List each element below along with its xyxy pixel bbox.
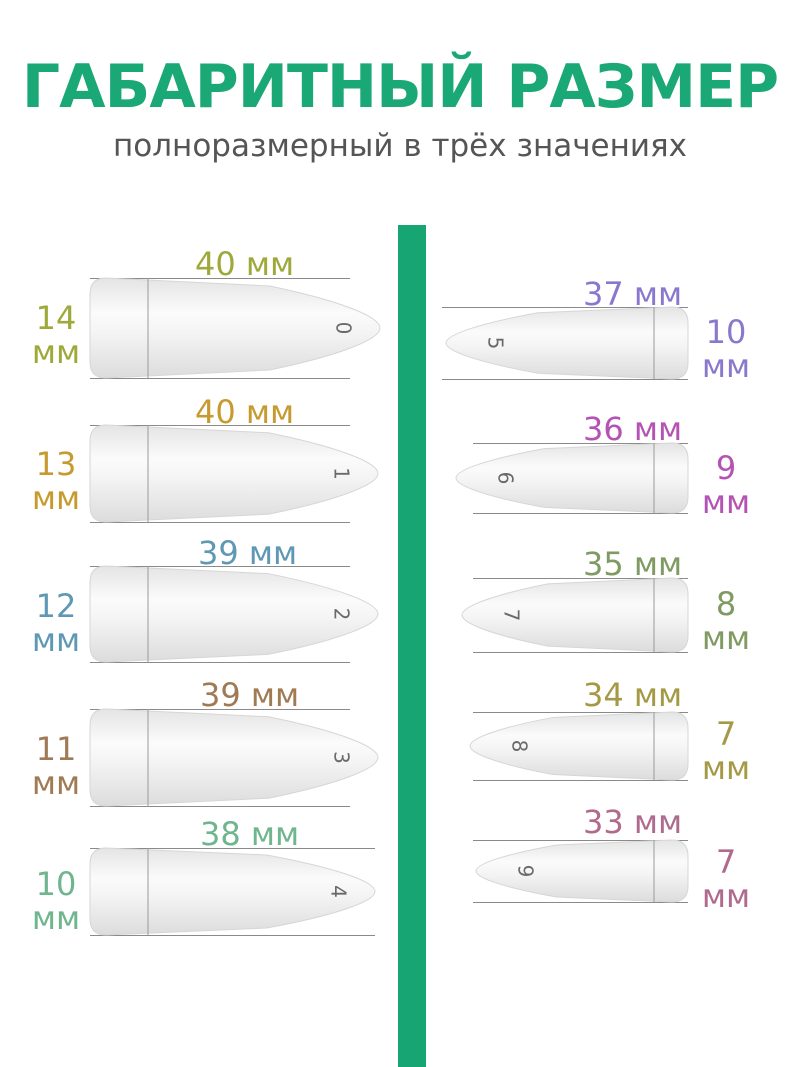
tip-size-number: 8 (508, 740, 532, 753)
tip-width-value: 10 (705, 313, 747, 351)
guide-line (90, 378, 350, 379)
guide-line (90, 425, 350, 426)
tip-width-value: 9 (715, 449, 737, 487)
tip-width-value: 10 (35, 865, 77, 903)
nail-tip-shape: 7 (461, 577, 689, 653)
tip-length-label: 40 мм (195, 393, 295, 431)
tip-length-label: 39 мм (198, 534, 298, 572)
tip-length-label: 35 мм (583, 545, 683, 583)
tip-width-value: 13 (35, 445, 77, 483)
tip-length-label: 38 мм (200, 815, 300, 853)
guide-line (473, 712, 688, 713)
tip-width-unit: мм (31, 333, 81, 371)
tip-length-label: 39 мм (200, 676, 300, 714)
nail-tip-body (469, 711, 689, 781)
page-subtitle: полноразмерный в трёх значениях (113, 128, 687, 164)
tip-width-unit: мм (31, 764, 81, 802)
guide-line (442, 307, 688, 308)
tip-width-label: 14 мм (28, 302, 84, 368)
nail-tip-shape: 0 (89, 277, 381, 379)
tip-length-label: 33 мм (583, 803, 683, 841)
nail-tip-shape: 2 (89, 565, 379, 663)
nail-tip-shape: 5 (445, 306, 689, 380)
nail-tip-shape: 4 (89, 847, 376, 936)
guide-line (90, 662, 350, 663)
tip-size-number: 5 (484, 337, 508, 350)
tip-width-label: 12 мм (28, 590, 84, 656)
tip-size-number: 6 (494, 472, 518, 485)
guide-line (473, 578, 688, 579)
tip-width-label: 8 мм (698, 588, 754, 654)
tip-size-number: 9 (514, 865, 538, 878)
tip-width-unit: мм (31, 621, 81, 659)
column-divider (398, 225, 426, 1067)
tip-width-unit: мм (701, 347, 751, 385)
nail-tip-shape: 9 (475, 839, 689, 903)
nail-tip-body (89, 847, 376, 936)
guide-line (90, 278, 350, 279)
guide-line (442, 379, 688, 380)
guide-line (473, 513, 688, 514)
nail-tip-body (455, 442, 689, 514)
tip-width-unit: мм (31, 899, 81, 937)
tip-size-number: 0 (332, 322, 356, 335)
tip-width-value: 7 (715, 843, 737, 881)
nail-tip-shape: 1 (89, 424, 379, 523)
nail-tip-body (475, 839, 689, 903)
tip-width-value: 12 (35, 587, 77, 625)
tip-width-label: 9 мм (698, 452, 754, 518)
tip-length-label: 34 мм (583, 676, 683, 714)
tip-width-label: 10 мм (698, 316, 754, 382)
tip-length-label: 37 мм (583, 275, 683, 313)
tip-width-label: 10 мм (28, 868, 84, 934)
tip-width-label: 13 мм (28, 448, 84, 514)
tip-width-value: 8 (715, 585, 737, 623)
guide-line (473, 840, 688, 841)
guide-line (473, 902, 688, 903)
tip-width-label: 7 мм (698, 846, 754, 912)
tip-width-unit: мм (31, 479, 81, 517)
nail-tip-body (89, 565, 379, 663)
tip-width-value: 11 (35, 730, 77, 768)
tip-width-unit: мм (701, 749, 751, 787)
nail-tip-shape: 6 (455, 442, 689, 514)
guide-line (90, 709, 350, 710)
tip-size-number: 1 (330, 467, 354, 480)
tip-size-number: 7 (500, 609, 524, 622)
tip-width-value: 14 (35, 299, 77, 337)
nail-tip-body (89, 277, 381, 379)
tip-size-number: 4 (327, 885, 351, 898)
page-title: ГАБАРИТНЫЙ РАЗМЕР (21, 52, 779, 122)
nail-tip-shape: 3 (89, 708, 379, 807)
tip-width-unit: мм (701, 483, 751, 521)
nail-tip-body (89, 708, 379, 807)
nail-tip-body (89, 424, 379, 523)
guide-line (90, 566, 350, 567)
guide-line (473, 780, 688, 781)
guide-line (90, 848, 375, 849)
tip-length-label: 36 мм (583, 410, 683, 448)
guide-line (473, 443, 688, 444)
nail-tip-shape: 8 (469, 711, 689, 781)
tip-size-number: 3 (330, 751, 354, 764)
tip-size-number: 2 (330, 608, 354, 621)
nail-tip-body (445, 306, 689, 380)
tip-width-value: 7 (715, 715, 737, 753)
tip-length-label: 40 мм (195, 245, 295, 283)
tip-width-unit: мм (701, 877, 751, 915)
tip-width-label: 7 мм (698, 718, 754, 784)
tip-width-unit: мм (701, 619, 751, 657)
guide-line (90, 522, 350, 523)
tip-width-label: 11 мм (28, 733, 84, 799)
guide-line (473, 652, 688, 653)
guide-line (90, 806, 350, 807)
nail-tip-body (461, 577, 689, 653)
guide-line (90, 935, 375, 936)
